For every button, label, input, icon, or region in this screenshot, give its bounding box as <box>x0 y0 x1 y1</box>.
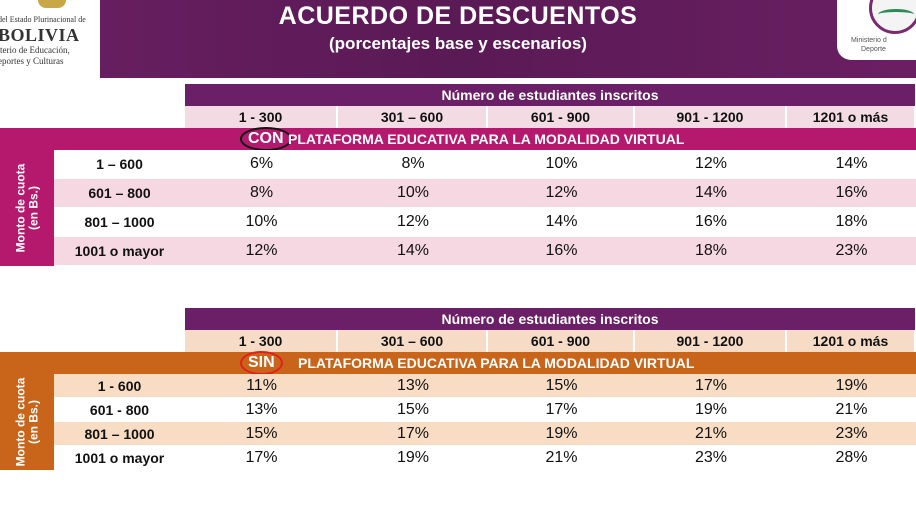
discount-value: 13% <box>396 376 430 394</box>
discount-value: 16% <box>835 184 868 201</box>
fee-range-label: 1 - 600 <box>97 377 142 394</box>
discount-value: 13% <box>245 400 278 418</box>
discount-value: 14% <box>694 184 728 201</box>
discount-value: 23% <box>835 424 868 442</box>
discount-value: 8% <box>401 155 425 172</box>
coat-of-arms-icon <box>38 0 66 8</box>
discount-value: 16% <box>545 242 578 259</box>
enrollment-ranges-row: 1 - 300 301 – 600 601 - 900 901 - 1200 1201 … <box>0 330 916 352</box>
enrollment-header-row: Número de estudiantes inscritos <box>0 84 916 106</box>
logo-left-line1: o del Estado Plurinacional de <box>0 15 86 24</box>
enrollment-header: Número de estudiantes inscritos <box>185 308 916 330</box>
enrollment-ranges-row: 1 - 300 301 – 600 601 - 900 901 - 1200 1201 … <box>0 106 916 128</box>
discount-value: 15% <box>245 424 278 442</box>
discount-value: 12% <box>545 184 578 201</box>
fee-amount-side-label: Monto de cuota (en Bs.) <box>0 150 54 266</box>
enrollment-range-0: 1 - 300 <box>185 106 338 128</box>
discount-value: 21% <box>835 400 868 418</box>
discount-value: 19% <box>396 448 430 466</box>
fee-range-label: 601 – 800 <box>88 185 151 201</box>
discount-table-sin: Número de estudiantes inscritos 1 - 300 30… <box>0 308 916 506</box>
discount-value: 23% <box>694 448 728 466</box>
page-subtitle: (porcentajes base y escenarios) <box>329 34 587 53</box>
discount-value: 18% <box>694 242 728 259</box>
discount-value: 10% <box>545 155 578 172</box>
discount-value: 14% <box>835 155 868 172</box>
logo-left-line3: isterio de Educación, <box>0 45 70 55</box>
fee-range-label: 1001 o mayor <box>74 449 165 466</box>
discount-value: 19% <box>694 400 728 418</box>
enrollment-range-2: 601 - 900 <box>488 330 635 352</box>
discount-value: 15% <box>396 400 430 418</box>
fee-amount-label: Monto de cuota (en Bs.) <box>13 377 41 467</box>
discount-value: 21% <box>694 424 728 442</box>
enrollment-range-2: 601 - 900 <box>488 106 635 128</box>
discount-value: 12% <box>694 155 728 172</box>
table-row: 1 - 600 11% 13% 15% 17% 19% <box>54 374 916 398</box>
fee-amount-label: Monto de cuota (en Bs.) <box>13 163 41 253</box>
table-row: 801 – 1000 15% 17% 19% 21% 23% <box>54 422 916 446</box>
enrollment-range-4: 1201 o más <box>787 106 916 128</box>
enrollment-range-4: 1201 o más <box>787 330 916 352</box>
enrollment-range-1: 301 – 600 <box>338 106 488 128</box>
discount-value: 11% <box>246 376 277 394</box>
table-row: 1001 o mayor 17% 19% 21% 23% 28% <box>54 446 916 470</box>
discount-value: 14% <box>545 213 578 230</box>
discount-value: 8% <box>249 184 274 201</box>
fee-amount-side-label: Monto de cuota (en Bs.) <box>0 374 54 470</box>
platform-band-text: PLATAFORMA EDUCATIVA PARA LA MODALIDAD V… <box>298 355 695 371</box>
platform-tag: CON <box>240 127 292 151</box>
discount-value: 16% <box>694 213 728 230</box>
enrollment-range-3: 901 - 1200 <box>635 106 787 128</box>
enrollment-range-1: 301 – 600 <box>338 330 488 352</box>
table-row: 601 - 800 13% 15% 17% 19% 21% <box>54 398 916 422</box>
discount-value: 17% <box>245 448 278 466</box>
discount-value: 6% <box>249 155 274 172</box>
bolivia-logo: o del Estado Plurinacional de BOLIVIA is… <box>0 0 100 78</box>
logo-right-line2: Deporte <box>861 46 886 53</box>
discount-value: 12% <box>245 242 278 259</box>
discount-value: 23% <box>835 242 868 259</box>
discount-value: 12% <box>396 213 430 230</box>
discount-value: 19% <box>545 424 578 442</box>
platform-band-text: PLATAFORMA EDUCATIVA PARA LA MODALIDAD V… <box>288 131 685 147</box>
fee-range-label: 801 – 1000 <box>84 425 155 442</box>
table-row: 1 – 600 6% 8% 10% 12% 14% <box>54 150 916 179</box>
discount-value: 17% <box>396 424 430 442</box>
fee-range-label: 1001 o mayor <box>74 243 165 259</box>
discount-value: 19% <box>835 376 868 394</box>
table-row: 1001 o mayor 12% 14% 16% 18% 23% <box>54 237 916 266</box>
enrollment-range-0: 1 - 300 <box>185 330 338 352</box>
fee-range-label: 601 - 800 <box>89 401 150 418</box>
header-banner: ACUERDO DE DESCUENTOS (porcentajes base … <box>0 0 916 78</box>
discount-value: 17% <box>545 400 578 418</box>
discount-value: 10% <box>245 213 278 230</box>
table-row: 601 – 800 8% 10% 12% 14% 16% <box>54 179 916 208</box>
enrollment-range-3: 901 - 1200 <box>635 330 787 352</box>
discount-table-con: Número de estudiantes inscritos 1 - 300 30… <box>0 84 916 290</box>
fee-range-label: 1 – 600 <box>96 156 143 172</box>
discount-value: 18% <box>835 213 868 230</box>
discount-value: 10% <box>396 184 430 201</box>
table-row: 801 – 1000 10% 12% 14% 16% 18% <box>54 208 916 237</box>
enrollment-header: Número de estudiantes inscritos <box>185 84 916 106</box>
discount-value: 15% <box>545 376 578 394</box>
ministry-seal-icon <box>869 0 916 34</box>
logo-left-line4: eportes y Culturas <box>0 56 64 66</box>
discount-value: 14% <box>396 242 430 259</box>
enrollment-header-row: Número de estudiantes inscritos <box>0 308 916 330</box>
ministry-logo: Ministerio d Deporte <box>837 0 916 60</box>
logo-left-line2: BOLIVIA <box>0 25 80 45</box>
fee-range-label: 801 – 1000 <box>84 214 155 230</box>
logo-right-line1: Ministerio d <box>851 37 887 44</box>
platform-tag: SIN <box>240 351 283 375</box>
page-title: ACUERDO DE DESCUENTOS <box>278 2 638 30</box>
discount-value: 21% <box>545 448 578 466</box>
discount-value: 28% <box>835 448 868 466</box>
platform-band: CON PLATAFORMA EDUCATIVA PARA LA MODALIDA… <box>0 127 916 151</box>
discount-value: 17% <box>694 376 728 394</box>
platform-band: SIN PLATAFORMA EDUCATIVA PARA LA MODALIDA… <box>0 351 916 375</box>
